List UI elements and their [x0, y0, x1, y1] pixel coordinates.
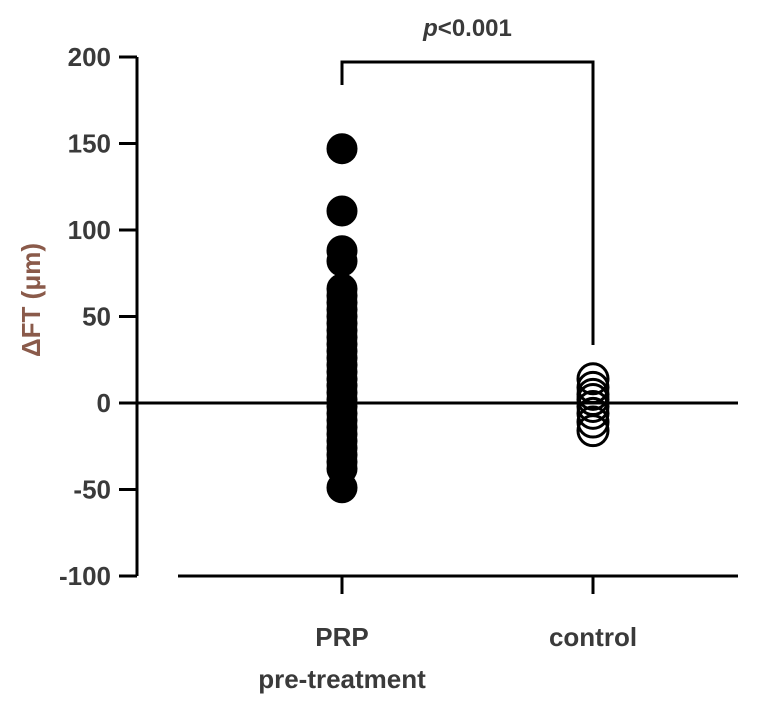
data-point-control	[576, 414, 610, 448]
data-point-control	[576, 389, 610, 423]
y-tick-label: 100	[68, 215, 111, 245]
y-tick-label: 0	[97, 388, 111, 418]
y-axis: -100 -50 0 50 100 150 200	[59, 42, 139, 591]
data-point-control	[576, 362, 610, 396]
y-tick-label: 200	[68, 42, 111, 72]
y-tick-label: 50	[82, 302, 111, 332]
data-point-control	[576, 405, 610, 439]
data-point-prp	[326, 195, 358, 227]
p-value-label: p<0.001	[422, 15, 512, 42]
x-tick-label: control	[549, 622, 637, 652]
y-tick-label: -50	[73, 475, 111, 505]
y-tick-label: 150	[68, 129, 111, 159]
x-tick-label: pre-treatment	[258, 664, 426, 694]
data-point-control	[576, 370, 610, 404]
x-axis: PRP pre-treatment control	[178, 574, 738, 694]
y-tick-label: -100	[59, 561, 111, 591]
bracket-line	[340, 60, 595, 345]
data-point-prp	[326, 472, 358, 504]
data-point-control	[576, 396, 610, 430]
data-points	[326, 133, 610, 504]
data-point-prp	[326, 245, 358, 277]
significance-bracket: p<0.001	[340, 15, 595, 345]
x-tick-label: PRP	[315, 622, 368, 652]
data-point-prp	[326, 133, 358, 165]
y-axis-title: ΔFT (μm)	[16, 243, 46, 357]
